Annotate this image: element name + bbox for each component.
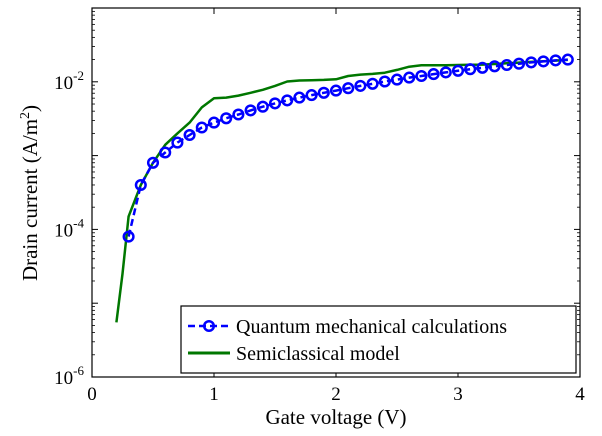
data-point-quantum (256, 100, 269, 113)
data-point-quantum (525, 56, 538, 69)
y-tick-exponent: -2 (73, 68, 84, 83)
x-tick-label: 1 (209, 384, 219, 405)
data-point-quantum (293, 91, 306, 104)
data-point-quantum (537, 55, 550, 68)
x-tick-labels: 0 1 2 3 4 (87, 384, 585, 405)
data-point-quantum (500, 58, 513, 72)
series-line-quantum (127, 58, 568, 237)
data-point-quantum (354, 79, 367, 92)
data-point-quantum (342, 82, 355, 95)
legend-box (180, 305, 577, 374)
legend: Quantum mechanical calculations Semiclas… (180, 305, 577, 374)
y-tick-label: 10-6 (54, 363, 84, 389)
y-tick-labels: 10-610-410-2 (54, 68, 84, 389)
series-layer (115, 53, 574, 323)
x-tick-label: 3 (453, 384, 463, 405)
y-tick-label: 10-4 (54, 215, 84, 241)
x-tick-label: 0 (87, 384, 97, 405)
legend-label-quantum: Quantum mechanical calculations (236, 316, 507, 338)
data-point-quantum (329, 84, 343, 97)
data-point-quantum (366, 77, 379, 90)
data-point-quantum (488, 60, 501, 73)
data-point-quantum (427, 68, 440, 81)
data-point-quantum (195, 121, 208, 134)
data-point-quantum (464, 63, 477, 76)
data-point-quantum (549, 54, 562, 67)
data-point-quantum (415, 69, 428, 83)
data-point-quantum (220, 112, 233, 125)
data-point-quantum (439, 66, 452, 79)
x-axis-title: Gate voltage (V) (265, 405, 406, 429)
data-point-quantum (561, 53, 574, 66)
y-tick-base: 10 (54, 220, 73, 241)
data-point-quantum (512, 57, 526, 70)
data-point-quantum (268, 97, 282, 110)
data-point-quantum (378, 75, 391, 88)
data-point-quantum (183, 128, 196, 142)
data-point-quantum (159, 146, 172, 159)
y-tick-base: 10 (54, 368, 73, 389)
y-axis-title-text: Drain current (A/m (18, 119, 42, 281)
data-point-quantum (281, 94, 294, 107)
data-point-quantum (134, 178, 147, 192)
y-axis-title: Drain current (A/m2) (18, 105, 42, 281)
legend-marker-quantum (202, 319, 216, 333)
y-axis-title-superscript: 2 (18, 112, 33, 119)
data-point-quantum (122, 230, 135, 243)
data-point-quantum (244, 104, 257, 117)
x-tick-label: 4 (575, 384, 585, 405)
data-point-quantum (207, 116, 221, 129)
data-point-quantum (390, 73, 404, 86)
data-point-quantum (403, 71, 416, 84)
x-tick-label: 2 (331, 384, 341, 405)
data-point-quantum (305, 89, 318, 102)
data-point-quantum (317, 86, 330, 99)
y-tick-exponent: -6 (73, 363, 84, 378)
data-point-quantum (171, 136, 184, 149)
y-tick-base: 10 (54, 73, 73, 94)
y-tick-exponent: -4 (73, 215, 84, 230)
y-tick-label: 10-2 (54, 68, 84, 94)
data-point-quantum (146, 156, 160, 169)
data-point-quantum (451, 64, 465, 77)
y-axis-title-close: ) (18, 105, 42, 112)
data-point-quantum (232, 108, 245, 121)
data-point-quantum (476, 61, 489, 74)
legend-label-semiclassical: Semiclassical model (236, 343, 400, 365)
